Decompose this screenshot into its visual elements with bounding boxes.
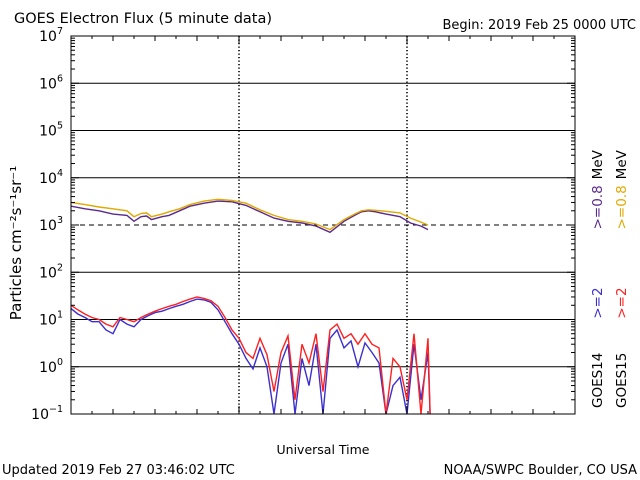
y-tick-label: 107 xyxy=(39,26,63,45)
legend: GOES14 >=2 >=0.8 MeV GOES15 >=2 >=0.8 MeV xyxy=(590,149,630,408)
gridlines xyxy=(71,82,575,368)
series-line-1 xyxy=(71,198,429,231)
y-tick-base: 10 xyxy=(39,218,57,234)
legend-column-goes14: GOES14 >=2 >=0.8 MeV xyxy=(590,149,606,408)
y-axis-label: Particles cm⁻²s⁻¹sr⁻¹ xyxy=(7,166,25,320)
legend-unit: MeV xyxy=(614,149,630,179)
y-tick-base: 10 xyxy=(31,407,49,423)
y-tick-label: 102 xyxy=(39,262,63,281)
day-separators xyxy=(238,36,408,414)
y-tick-label: 101 xyxy=(39,310,63,329)
legend-item: >=0.8 xyxy=(614,185,630,229)
y-tick-base: 10 xyxy=(39,124,57,140)
credit-text: NOAA/SWPC Boulder, CO USA xyxy=(444,463,637,478)
y-tick-label: 104 xyxy=(39,168,63,187)
y-tick-base: 10 xyxy=(39,29,57,45)
series-line-3 xyxy=(71,296,431,414)
y-tick-exponent: 1 xyxy=(57,310,63,321)
y-tick-exponent: 0 xyxy=(57,357,63,368)
y-tick-label: 103 xyxy=(39,215,63,234)
y-tick-exponent: 5 xyxy=(57,121,63,132)
y-tick-exponent: 7 xyxy=(57,26,63,37)
x-axis-label: Universal Time xyxy=(277,442,370,457)
y-tick-base: 10 xyxy=(39,313,57,329)
y-tick-base: 10 xyxy=(39,76,57,92)
y-tick-exponent: 4 xyxy=(57,168,63,179)
data-series xyxy=(71,198,431,414)
series-line-2 xyxy=(71,298,431,414)
legend-satellite: GOES14 xyxy=(590,353,606,408)
y-tick-base: 10 xyxy=(39,265,57,281)
y-tick-label: 100 xyxy=(39,357,63,376)
y-tick-exponent: 2 xyxy=(57,262,63,273)
chart-title: GOES Electron Flux (5 minute data) xyxy=(14,11,272,27)
begin-timestamp: Begin: 2019 Feb 25 0000 UTC xyxy=(442,18,636,33)
y-tick-label: 105 xyxy=(39,121,63,140)
y-tick-base: 10 xyxy=(39,171,57,187)
legend-satellite: GOES15 xyxy=(614,353,630,408)
updated-timestamp: Updated 2019 Feb 27 03:46:02 UTC xyxy=(2,463,235,478)
legend-unit: MeV xyxy=(590,149,606,179)
y-tick-label: 106 xyxy=(39,73,63,92)
y-tick-exponent: 3 xyxy=(57,215,63,226)
legend-item: >=2 xyxy=(614,287,630,318)
x-axis-ticks xyxy=(70,36,576,414)
y-tick-exponent: 6 xyxy=(57,73,63,84)
series-line-0 xyxy=(71,200,429,234)
legend-column-goes15: GOES15 >=2 >=0.8 MeV xyxy=(614,149,630,408)
legend-item: >=0.8 xyxy=(590,185,606,229)
y-tick-label: 10−1 xyxy=(31,404,63,423)
legend-text: GOES15 >=2 >=0.8 MeV xyxy=(614,149,630,408)
legend-text: GOES14 >=2 >=0.8 MeV xyxy=(590,149,606,408)
y-tick-base: 10 xyxy=(39,360,57,376)
y-tick-exponent: −1 xyxy=(49,404,63,415)
legend-item: >=2 xyxy=(590,287,606,318)
